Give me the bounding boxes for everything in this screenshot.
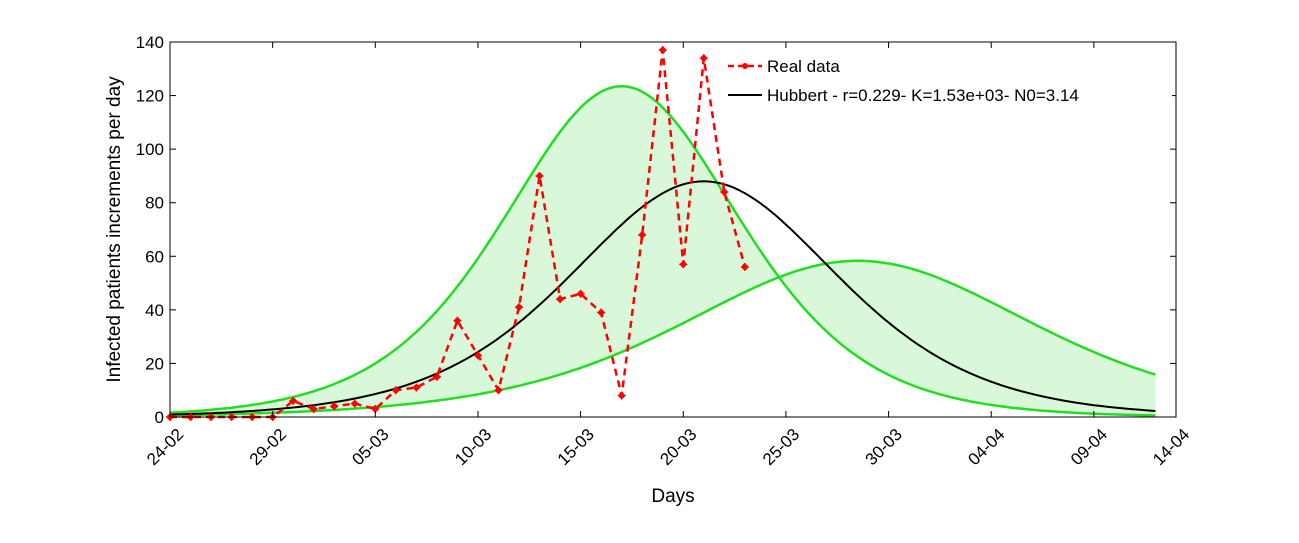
axis-ticks [169, 41, 1177, 418]
real-data-point [391, 386, 400, 395]
x-tick-label: 20-03 [656, 425, 700, 469]
x-tick-label: 30-03 [862, 425, 906, 469]
real-data-point [289, 396, 298, 405]
x-axis-label: Days [651, 486, 694, 507]
axes-box [169, 41, 1177, 418]
y-axis-label: Infected patients increments per day [104, 76, 125, 383]
real-data-point [350, 399, 359, 408]
legend: Real data Hubbert - r=0.229- K=1.53e+03-… [724, 52, 1172, 112]
y-tick-label: 140 [136, 33, 164, 52]
y-tick-label: 40 [145, 301, 164, 320]
real-data-point [330, 402, 339, 411]
real-data-point [453, 316, 462, 325]
y-tick-label: 0 [155, 408, 164, 427]
confidence-band [170, 86, 1156, 416]
x-tick-label: 14-04 [1149, 425, 1193, 469]
real-data-point [473, 351, 482, 360]
confidence-band-layer [170, 86, 1156, 416]
x-tick-label: 09-04 [1067, 425, 1111, 469]
y-tick-label: 120 [136, 87, 164, 106]
y-tick-label: 20 [145, 354, 164, 373]
x-tick-label: 29-02 [246, 425, 290, 469]
x-tick-label: 15-03 [554, 425, 598, 469]
legend-label-hubbert: Hubbert - r=0.229- K=1.53e+03- N0=3.14 [767, 86, 1079, 105]
real-data-point [699, 54, 708, 63]
legend-marker-real-data [742, 63, 748, 69]
x-tick-label: 24-02 [143, 425, 187, 469]
x-tick-label: 10-03 [451, 425, 495, 469]
real-data-point [412, 383, 421, 392]
x-tick-labels: 24-02 29-02 05-03 10-03 15-03 20-03 25-03 30-03… [143, 425, 1193, 469]
real-data-point [309, 404, 318, 413]
x-tick-label: 05-03 [348, 425, 392, 469]
real-data-point [576, 289, 585, 298]
real-data-point [556, 295, 565, 304]
y-tick-labels: 0 20 40 60 80 100 120 140 [136, 33, 164, 427]
real-data-point [597, 308, 606, 317]
real-data-point [432, 372, 441, 381]
hubbert-curve [169, 180, 1156, 416]
upper-bound-curve [169, 84, 1156, 417]
real-data-point [720, 188, 729, 196]
real-data-point [515, 303, 524, 312]
real-data-point [535, 171, 544, 180]
real-data-point [617, 391, 626, 400]
y-tick-label: 100 [136, 140, 164, 159]
legend-label-real-data: Real data [767, 57, 840, 76]
real-data-point [658, 46, 667, 55]
real-data-point [679, 260, 688, 269]
legend-background [724, 52, 1172, 112]
real-data-point [638, 230, 647, 239]
x-tick-label: 25-03 [759, 425, 803, 469]
y-tick-label: 60 [145, 247, 164, 266]
real-data-point [494, 386, 503, 395]
x-tick-label: 04-04 [964, 425, 1008, 469]
y-tick-label: 80 [145, 194, 164, 213]
real-data-point [740, 263, 749, 271]
